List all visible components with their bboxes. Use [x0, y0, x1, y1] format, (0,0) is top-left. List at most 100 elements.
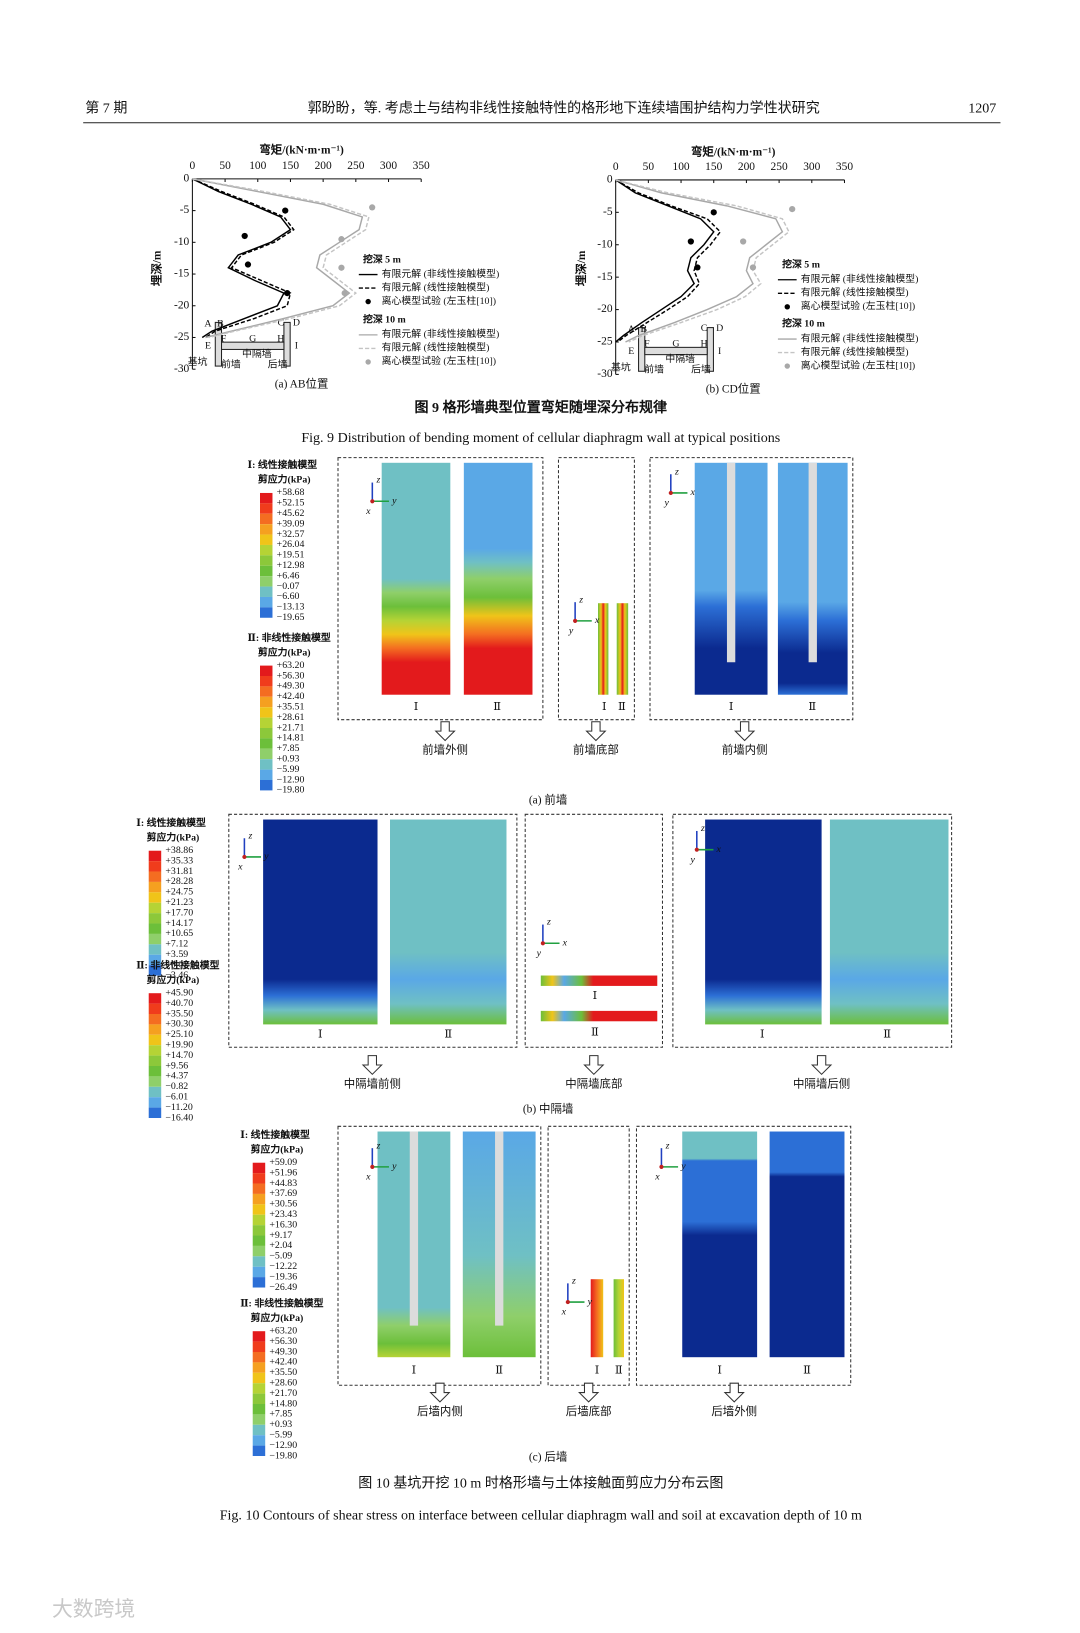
triad-label: x — [654, 1172, 660, 1183]
colorbar-swatch — [148, 954, 162, 966]
x-tick-label: 200 — [738, 161, 755, 173]
colorbar-swatch — [148, 861, 162, 872]
panel-frame — [228, 813, 518, 1048]
inset-label: D — [293, 318, 300, 329]
colorbar-swatch — [260, 738, 273, 749]
subfigure-caption: (a) AB位置 — [275, 376, 329, 390]
issue: 第 7 期 — [85, 99, 127, 116]
case-label: Ⅰ — [729, 701, 734, 713]
test-point — [284, 289, 291, 297]
colorbar-label: +21.23 — [165, 897, 193, 908]
colorbar-label: −6.60 — [277, 591, 300, 602]
y-tick-label: -10 — [174, 236, 190, 248]
inset-label: E — [205, 341, 211, 352]
contour — [381, 462, 451, 695]
contour-slot — [808, 462, 817, 663]
contour — [263, 819, 378, 1025]
colorbar-swatch — [148, 1066, 162, 1077]
case-label: Ⅱ — [493, 701, 501, 713]
test-point — [687, 238, 694, 245]
triad-label: z — [375, 1140, 380, 1151]
inset-label: B — [217, 319, 224, 330]
colorbar-label: −19.80 — [269, 1450, 297, 1461]
y-axis-label: 埋深/m — [150, 250, 164, 286]
colorbar-label: −5.99 — [269, 1429, 292, 1440]
legend-marker — [365, 359, 371, 365]
panel-name: 前墙外侧 — [422, 743, 468, 757]
panel-frame — [524, 813, 664, 1048]
colorbar-swatch — [260, 596, 273, 608]
triad-label: y — [690, 854, 696, 865]
contour-slot — [409, 1131, 419, 1326]
colorbar-swatch — [148, 871, 162, 882]
inset-label: A — [204, 319, 212, 330]
test-point — [241, 232, 248, 240]
contour — [390, 819, 507, 1025]
colorbar-label: +31.81 — [165, 866, 193, 877]
inset-label: I — [295, 341, 298, 352]
y-tick-label: -10 — [597, 238, 613, 250]
case-label: Ⅱ — [803, 1364, 811, 1376]
colorbar-swatch — [148, 944, 162, 955]
colorbar-swatch — [148, 933, 162, 945]
panel-frame — [649, 457, 854, 721]
inset-label: 中隔墙 — [665, 352, 695, 365]
colorbar-swatch — [252, 1204, 266, 1215]
test-point — [749, 264, 757, 271]
down-arrow — [361, 1055, 383, 1076]
colorbar-label: +49.30 — [269, 1346, 297, 1357]
colorbar-swatch — [148, 913, 162, 924]
colorbar-label: +3.59 — [165, 949, 188, 960]
case-label: Ⅱ — [591, 1026, 599, 1038]
legend-title: Ⅰ: 线性接触模型 — [240, 1128, 310, 1141]
colorbar-label: +12.98 — [277, 560, 305, 571]
case-label: Ⅱ — [808, 701, 816, 713]
colorbar-swatch — [260, 565, 273, 577]
case-label: Ⅱ — [615, 1364, 623, 1376]
colorbar-swatch — [252, 1277, 266, 1288]
legend-label: 有限元解 (非线性接触模型) — [801, 272, 919, 285]
x-tick-label: 0 — [190, 160, 196, 172]
legend-title: Ⅱ: 非线性接触模型 — [240, 1296, 323, 1309]
x-tick-label: 300 — [380, 160, 397, 172]
inset-label: 基坑 — [188, 355, 208, 368]
colorbar-label: −13.13 — [277, 602, 305, 613]
y-tick-label: -30 — [597, 368, 613, 380]
case-label: Ⅰ — [593, 990, 598, 1002]
colorbar-label: +14.80 — [269, 1398, 297, 1409]
legend-title: Ⅱ: 非线性接触模型 — [136, 958, 219, 971]
watermark: 大数跨境 — [52, 1597, 135, 1621]
colorbar-label: +28.60 — [269, 1377, 297, 1388]
x-tick-label: 350 — [413, 160, 430, 172]
y-tick-label: -20 — [174, 299, 190, 311]
colorbar-label: −19.36 — [269, 1271, 297, 1282]
colorbar-swatch — [252, 1162, 266, 1174]
colorbar-label: +30.56 — [269, 1199, 297, 1210]
legend-label: 有限元解 (线性接触模型) — [801, 286, 909, 299]
triad-label: z — [571, 1276, 576, 1287]
triad-label: z — [700, 823, 705, 834]
part-label: (a) 前墙 — [529, 792, 567, 806]
colorbar-swatch — [148, 892, 162, 903]
colorbar-label: +7.85 — [277, 743, 300, 754]
test-point — [369, 204, 376, 211]
x-tick-label: 100 — [249, 160, 266, 172]
case-label: Ⅱ — [883, 1028, 891, 1040]
y-tick-label: -5 — [603, 206, 613, 218]
colorbar-swatch — [260, 534, 273, 545]
colorbar-swatch — [252, 1193, 266, 1205]
x-tick-label: 50 — [219, 160, 231, 172]
legend-title: Ⅰ: 线性接触模型 — [248, 458, 318, 471]
inset-label: B — [640, 324, 647, 335]
x-tick-label: 300 — [803, 161, 820, 173]
triad-label: z — [248, 830, 253, 841]
triad-origin — [565, 1300, 570, 1305]
legend-unit: 剪应力(kPa) — [258, 645, 311, 658]
triad-label: z — [665, 1140, 670, 1151]
panel-frame — [557, 457, 635, 721]
colorbar-label: −11.20 — [165, 1102, 192, 1113]
colorbar-swatch — [260, 503, 273, 514]
x-axis-label: 弯矩/(kN·m·m⁻¹) — [259, 142, 344, 156]
fig9-caption-en: Fig. 9 Distribution of bending moment of… — [301, 430, 780, 446]
legend-label: 有限元解 (非线性接触模型) — [801, 331, 919, 344]
